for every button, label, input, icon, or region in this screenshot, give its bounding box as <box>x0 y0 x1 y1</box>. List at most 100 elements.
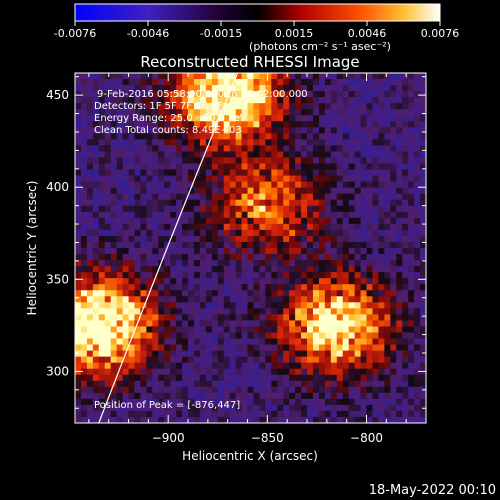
heatmap-cell <box>199 109 207 116</box>
heatmap-cell <box>330 344 338 351</box>
heatmap-cell <box>372 368 379 376</box>
heatmap-cell <box>235 284 242 291</box>
heatmap-cell <box>229 308 237 315</box>
heatmap-cell <box>318 169 326 176</box>
heatmap-cell <box>307 320 314 327</box>
heatmap-cell <box>354 139 361 146</box>
heatmap-cell <box>390 145 397 152</box>
heatmap-cell <box>312 266 320 273</box>
heatmap-cell <box>390 314 397 321</box>
heatmap-cell <box>271 199 278 207</box>
heatmap-cell <box>140 187 147 195</box>
heatmap-cell <box>330 205 338 213</box>
heatmap-cell <box>98 290 106 297</box>
heatmap-cell <box>312 362 320 370</box>
heatmap-cell <box>104 398 112 406</box>
heatmap-cell <box>188 241 195 249</box>
heatmap-cell <box>390 386 397 394</box>
heatmap-cell <box>193 211 201 219</box>
heatmap-cell <box>122 79 129 86</box>
heatmap-cell <box>176 368 183 376</box>
heatmap-cell <box>211 211 219 219</box>
heatmap-cell <box>205 223 213 231</box>
heatmap-cell <box>283 73 290 80</box>
heatmap-cell <box>271 127 278 134</box>
heatmap-cell <box>289 187 296 195</box>
heatmap-cell <box>318 398 326 406</box>
heatmap-cell <box>408 121 415 128</box>
time-range-text: 9-Feb-2016 05:58:00.000 to 06:02:00.000 <box>97 89 308 100</box>
heatmap-cell <box>420 392 426 400</box>
heatmap-cell <box>235 193 242 201</box>
heatmap-cell <box>92 386 100 394</box>
heatmap-cell <box>110 284 118 291</box>
heatmap-cell <box>211 266 219 273</box>
heatmap-cell <box>199 254 207 261</box>
heatmap-cell <box>402 115 409 122</box>
heatmap-cell <box>342 398 350 406</box>
heatmap-cell <box>134 356 141 364</box>
heatmap-cell <box>324 79 332 86</box>
heatmap-cell <box>301 338 308 345</box>
heatmap-cell <box>277 175 284 183</box>
heatmap-cell <box>146 187 153 195</box>
heatmap-cell <box>176 290 183 297</box>
heatmap-cell <box>229 410 237 418</box>
heatmap-cell <box>289 205 296 213</box>
heatmap-cell <box>360 410 367 418</box>
heatmap-cell <box>295 169 302 176</box>
heatmap-cell <box>324 235 332 243</box>
heatmap-cell <box>390 416 397 423</box>
heatmap-cell <box>116 320 123 327</box>
y-tick-label: 350 <box>46 272 69 286</box>
heatmap-cell <box>241 326 248 333</box>
heatmap-cell <box>152 199 159 207</box>
heatmap-cell <box>295 272 302 279</box>
heatmap-cell <box>223 133 231 140</box>
heatmap-cell <box>277 193 284 201</box>
heatmap-cell <box>152 386 159 394</box>
heatmap-cell <box>110 163 118 170</box>
heatmap-cell <box>223 266 231 273</box>
heatmap-cell <box>122 284 129 291</box>
heatmap-cell <box>360 151 367 158</box>
heatmap-cell <box>80 272 88 279</box>
heatmap-cell <box>158 85 165 92</box>
heatmap-cell <box>420 217 426 225</box>
heatmap-cell <box>324 338 332 345</box>
heatmap-cell <box>318 73 326 80</box>
heatmap-cell <box>134 278 141 285</box>
heatmap-cell <box>188 392 195 400</box>
heatmap-cell <box>307 248 314 255</box>
heatmap-cell <box>122 181 129 189</box>
heatmap-cell <box>384 296 391 303</box>
heatmap-cell <box>301 217 308 225</box>
heatmap-cell <box>104 133 112 140</box>
heatmap-cell <box>80 368 88 376</box>
heatmap-cell <box>307 338 314 345</box>
heatmap-cell <box>247 205 254 213</box>
heatmap-cell <box>116 103 123 110</box>
heatmap-cell <box>253 248 260 255</box>
heatmap-cell <box>223 302 231 309</box>
heatmap-cell <box>348 145 356 152</box>
heatmap-cell <box>164 115 171 122</box>
heatmap-cell <box>277 332 284 339</box>
heatmap-cell <box>235 392 242 400</box>
heatmap-cell <box>336 79 344 86</box>
heatmap-cell <box>199 115 207 122</box>
heatmap-cell <box>235 404 242 412</box>
heatmap-cell <box>277 109 284 116</box>
heatmap-cell <box>330 398 338 406</box>
heatmap-cell <box>360 121 367 128</box>
heatmap-cell <box>384 73 391 80</box>
heatmap-cell <box>253 211 260 219</box>
heatmap-cell <box>80 91 88 98</box>
heatmap-cell <box>336 296 344 303</box>
heatmap-cell <box>283 175 290 183</box>
heatmap-cell <box>259 302 266 309</box>
heatmap-cell <box>188 374 195 382</box>
heatmap-cell <box>342 73 350 80</box>
heatmap-cell <box>211 115 219 122</box>
heatmap-cell <box>110 199 118 207</box>
